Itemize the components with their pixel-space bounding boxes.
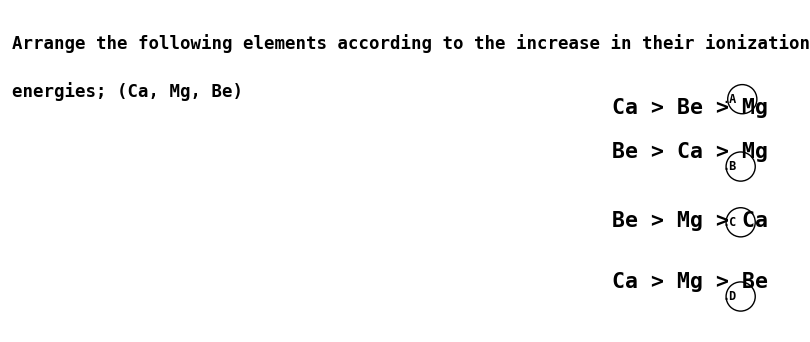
Text: Arrange the following elements according to the increase in their ionization: Arrange the following elements according… [12, 34, 810, 53]
Text: .A: .A [722, 93, 736, 106]
Text: .D: .D [722, 290, 736, 303]
Text: .C: .C [722, 216, 736, 229]
Text: energies; (Ca, Mg, Be): energies; (Ca, Mg, Be) [12, 82, 243, 101]
Text: Ca > Mg > Be: Ca > Mg > Be [612, 272, 768, 292]
Text: Be > Mg > Ca: Be > Mg > Ca [612, 211, 768, 231]
Text: Be > Ca > Mg: Be > Ca > Mg [612, 142, 768, 162]
Text: .B: .B [722, 160, 736, 173]
Text: Ca > Be > Mg: Ca > Be > Mg [612, 98, 768, 118]
